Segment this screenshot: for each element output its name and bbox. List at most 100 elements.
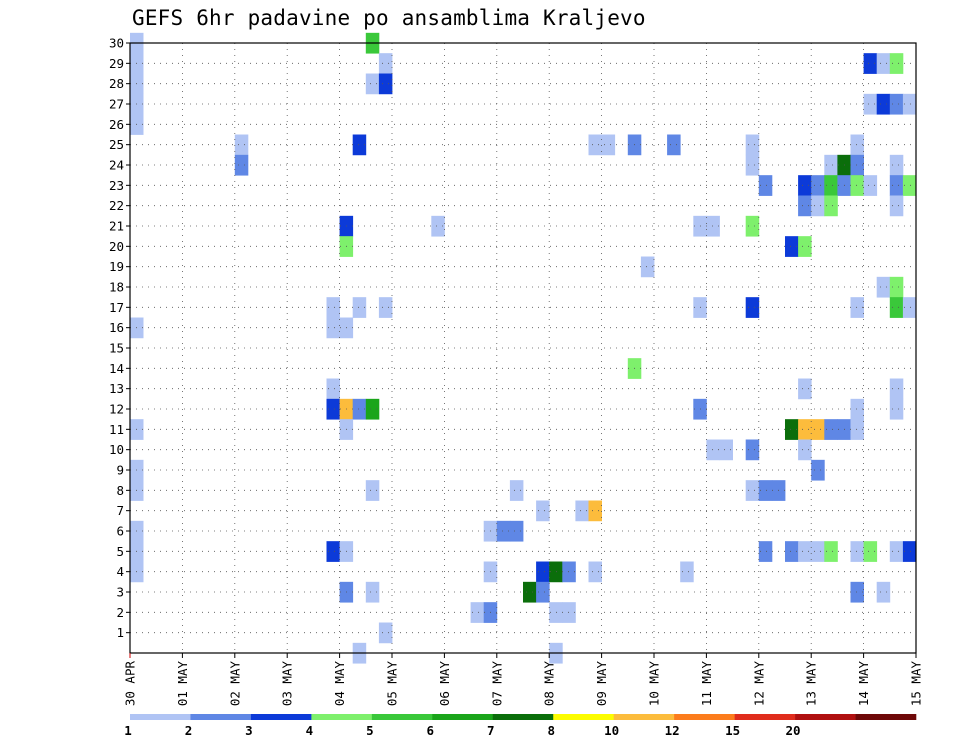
heatmap-cell <box>889 276 904 298</box>
colorbar-segment <box>613 714 675 720</box>
y-tick-label: 6 <box>116 524 124 539</box>
colorbar-label: 2 <box>185 723 193 738</box>
heatmap-cell <box>811 419 825 440</box>
x-tick-label: 05 MAY <box>385 661 400 707</box>
grid-lines <box>130 42 916 653</box>
x-tick-label: 04 MAY <box>332 661 347 707</box>
heatmap-cell <box>902 93 917 115</box>
colorbar-segment <box>734 714 796 720</box>
y-tick-label: 5 <box>116 544 124 559</box>
heatmap-cell <box>824 154 838 176</box>
colorbar-segment <box>553 714 614 720</box>
heatmap-cell <box>496 520 511 542</box>
heatmap-cell <box>234 134 249 156</box>
heatmap-cell <box>889 53 904 74</box>
heatmap-cell <box>824 195 838 217</box>
colorbar-segment <box>130 714 191 720</box>
heatmap-cell <box>562 561 576 583</box>
heatmap-cell <box>365 73 380 95</box>
heatmap-cell <box>745 297 760 318</box>
heatmap-cell <box>378 73 393 95</box>
y-tick-label: 18 <box>109 280 124 295</box>
y-tick-label: 9 <box>116 463 124 478</box>
heatmap-cell <box>798 439 812 461</box>
heatmap-cell <box>798 175 812 196</box>
y-tick-label: 4 <box>116 564 124 579</box>
heatmap-cell <box>889 175 904 196</box>
heatmap-cell <box>352 134 367 156</box>
heatmap-cell <box>745 439 760 461</box>
y-tick-label: 19 <box>109 259 124 274</box>
heatmap-cell <box>850 541 864 562</box>
heatmap-cell <box>706 215 720 237</box>
heatmap-cell <box>536 581 550 603</box>
heatmap-cell <box>667 134 681 156</box>
heatmap-cell <box>902 297 917 318</box>
heatmap-cell <box>798 195 812 217</box>
heatmap-cell <box>850 419 864 440</box>
colorbar-segment <box>311 714 373 720</box>
y-tick-label: 25 <box>109 137 124 152</box>
heatmap-cell <box>352 398 367 420</box>
heatmap-cell <box>470 602 485 623</box>
y-tick-label: 10 <box>109 442 124 457</box>
heatmap-cell <box>326 297 340 318</box>
y-tick-label: 29 <box>109 56 124 71</box>
heatmap-cell <box>850 581 864 603</box>
heatmap-cell <box>889 398 904 420</box>
heatmap-cell <box>509 480 524 501</box>
x-axis-ticks: 30 APR 01 MAY 02 MAY 03 MAY 04 MAY 05 MAY 06 M… <box>123 653 924 706</box>
heatmap-cell <box>889 297 904 318</box>
heatmap-cell <box>745 154 760 176</box>
y-tick-label: 24 <box>109 158 124 173</box>
x-tick-label: 02 MAY <box>227 661 242 707</box>
x-tick-label: 06 MAY <box>437 661 452 707</box>
heatmap-cell <box>431 215 445 237</box>
heatmap-cell <box>640 256 655 278</box>
y-tick-label: 8 <box>116 483 124 498</box>
heatmap-cell <box>601 134 616 156</box>
heatmap-cell <box>745 215 760 237</box>
y-axis-ticks: 1234567891011121314151617181920212223242… <box>109 36 130 640</box>
heatmap-cell <box>798 541 812 562</box>
heatmap-cell <box>588 134 602 156</box>
heatmap-cell <box>745 134 760 156</box>
heatmap-cell <box>745 480 760 501</box>
heatmap-cell <box>588 500 602 522</box>
colorbar-segment <box>492 714 554 720</box>
y-tick-label: 13 <box>109 381 124 396</box>
y-tick-label: 17 <box>109 300 124 315</box>
y-tick-label: 1 <box>116 625 124 640</box>
heatmap-cell <box>549 602 563 623</box>
heatmap-cell <box>824 419 838 440</box>
heatmap-cell <box>758 541 773 562</box>
colorbar-label: 8 <box>547 723 555 738</box>
heatmap-cell <box>326 378 340 400</box>
colorbar-label: 20 <box>786 723 801 738</box>
heatmap-cell <box>863 93 878 115</box>
x-tick-label: 14 MAY <box>856 661 871 707</box>
heatmap-cell <box>902 541 917 562</box>
heatmap-cell <box>588 561 602 583</box>
colorbar-label: 1 <box>124 723 132 738</box>
colorbar-label: 7 <box>487 723 495 738</box>
heatmap-cell <box>758 175 773 196</box>
heatmap-cell <box>378 622 393 644</box>
heatmap-cell <box>850 398 864 420</box>
heatmap-cell <box>889 378 904 400</box>
heatmap-cell <box>536 561 550 583</box>
x-tick-label: 30 APR <box>123 661 138 707</box>
heatmap-cell <box>719 439 733 461</box>
x-tick-label: 09 MAY <box>594 661 609 707</box>
heatmap-cell <box>365 398 380 420</box>
colorbar-label: 4 <box>306 723 314 738</box>
heatmap-cell <box>234 154 249 176</box>
heatmap-cell <box>352 297 367 318</box>
y-tick-label: 21 <box>109 219 124 234</box>
heatmap-cell <box>680 561 694 583</box>
heatmap-cell <box>876 53 891 74</box>
colorbar-segment <box>190 714 252 720</box>
x-tick-label: 10 MAY <box>647 661 662 707</box>
heatmap-cell <box>850 134 864 156</box>
